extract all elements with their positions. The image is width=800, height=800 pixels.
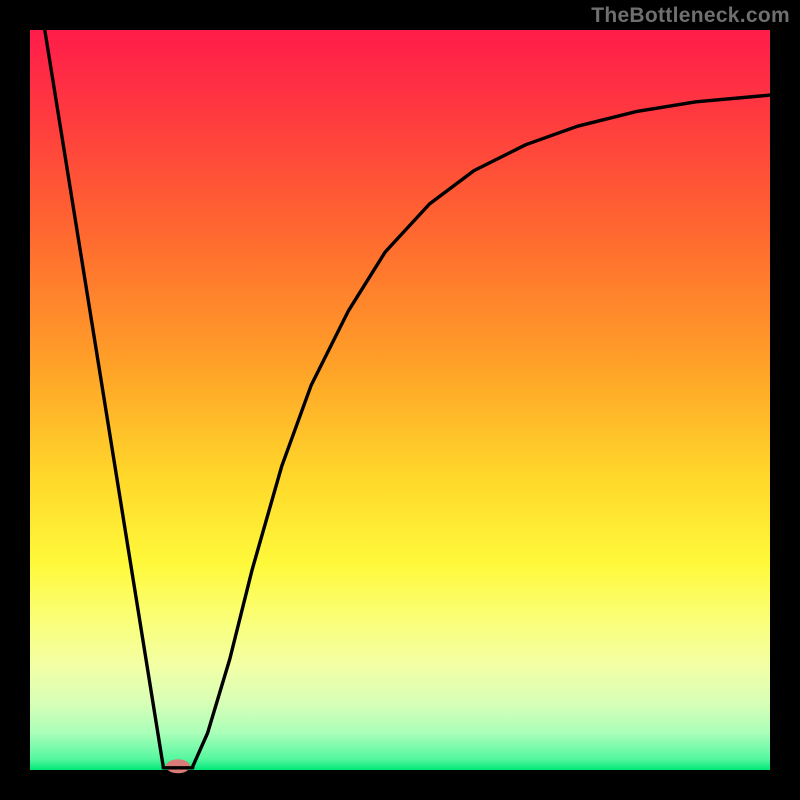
bottleneck-chart: TheBottleneck.com xyxy=(0,0,800,800)
chart-svg xyxy=(0,0,800,800)
plot-gradient-background xyxy=(30,30,770,770)
watermark-text: TheBottleneck.com xyxy=(591,4,790,28)
